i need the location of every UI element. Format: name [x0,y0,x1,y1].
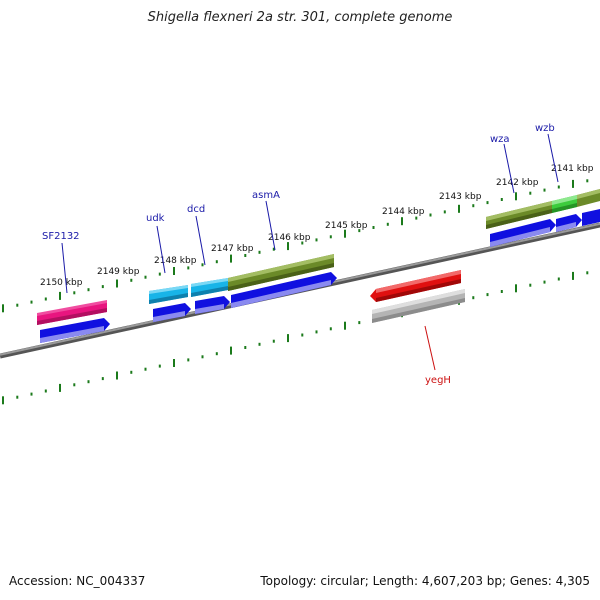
gene-next-olive[interactable] [577,189,600,207]
label-leader-sf2132 [61,242,68,294]
gene-dcd[interactable] [191,278,228,297]
gene-asma[interactable] [228,254,334,291]
gene-label-dcd: dcd [187,204,205,215]
gene-label-wzb: wzb [535,123,555,134]
label-leader-asma [265,200,276,251]
genome-summary-text: Topology: circular; Length: 4,607,203 bp… [260,574,590,588]
gene-label-udk: udk [146,213,165,224]
kbp-label: 2148 kbp [154,256,197,266]
kbp-label: 2142 kbp [496,178,539,188]
kbp-label: 2145 kbp [325,221,368,231]
cds-wza[interactable] [490,219,556,247]
accession-text: Accession: NC_004337 [9,574,146,588]
cds-next[interactable] [582,209,600,226]
map-title: Shigella flexneri 2a str. 301, complete … [147,10,453,25]
cds-udk[interactable] [153,303,191,322]
gene-wza[interactable] [486,201,552,229]
kbp-label: 2146 kbp [268,233,311,243]
cds-dcd[interactable] [195,296,230,314]
label-leader-dcd [195,215,206,266]
label-leader-wzb [547,133,559,183]
gene-label-wza: wza [490,134,510,145]
label-leader-wza [503,143,515,194]
kbp-label: 2149 kbp [97,267,140,277]
gene-label-yegh: yegH [425,375,451,386]
gene-udk[interactable] [149,285,188,304]
label-leader-udk [156,225,166,274]
forward-tick-track [2,179,589,313]
kbp-label: 2143 kbp [439,192,482,202]
gene-wzb[interactable] [552,195,577,213]
kbp-label: 2144 kbp [382,207,425,217]
cds-yegh[interactable] [372,289,465,323]
gene-label-sf2132: SF2132 [42,231,80,242]
kbp-label: 2147 kbp [211,244,254,254]
kbp-label: 2150 kbp [40,278,83,288]
kbp-label: 2141 kbp [551,164,594,174]
gene-sf2132[interactable] [37,300,107,325]
cds-asma[interactable] [231,272,337,308]
gene-label-asma: asmA [252,190,280,201]
label-leader-yegh [424,325,436,371]
cds-sf2132[interactable] [40,318,110,343]
gene-yegh[interactable] [370,270,461,302]
cds-wzb[interactable] [556,214,582,232]
